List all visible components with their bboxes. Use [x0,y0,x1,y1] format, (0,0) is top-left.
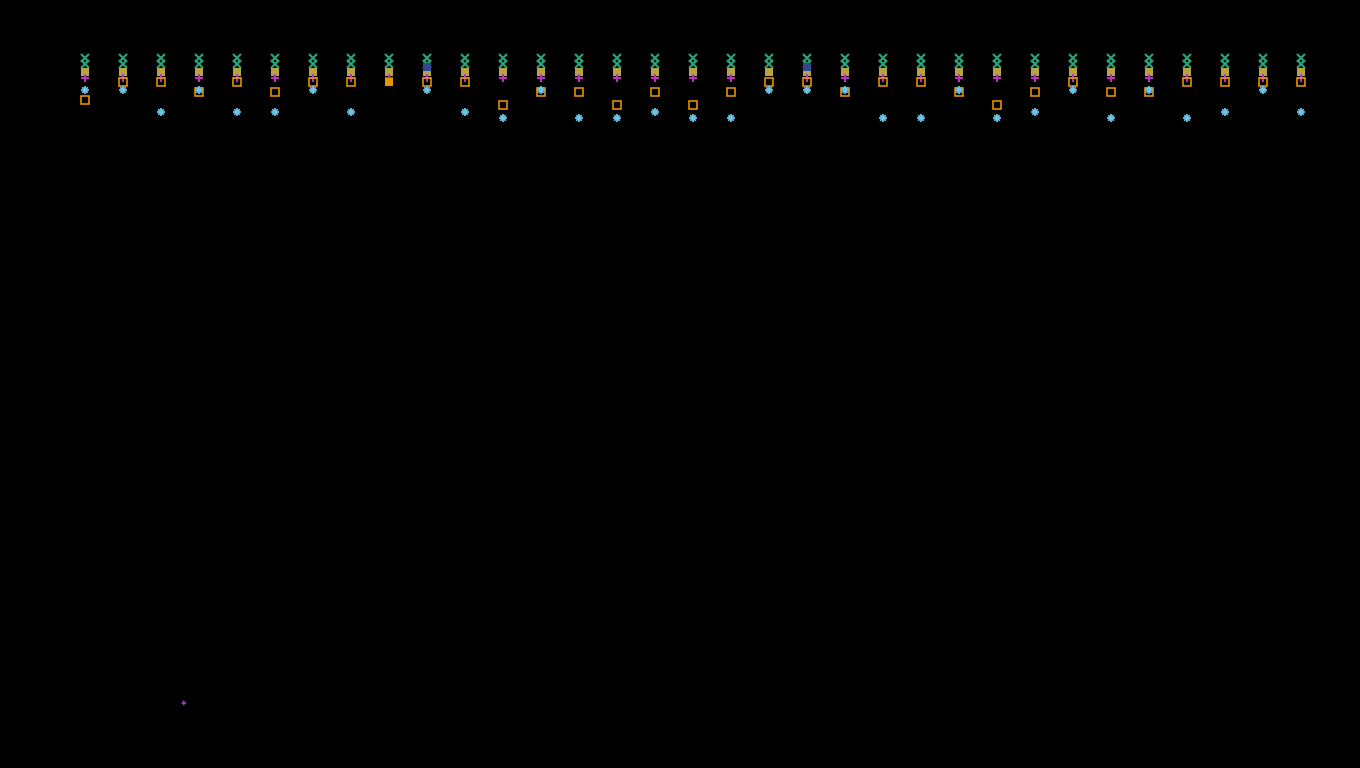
scatter-chart [0,0,1360,768]
